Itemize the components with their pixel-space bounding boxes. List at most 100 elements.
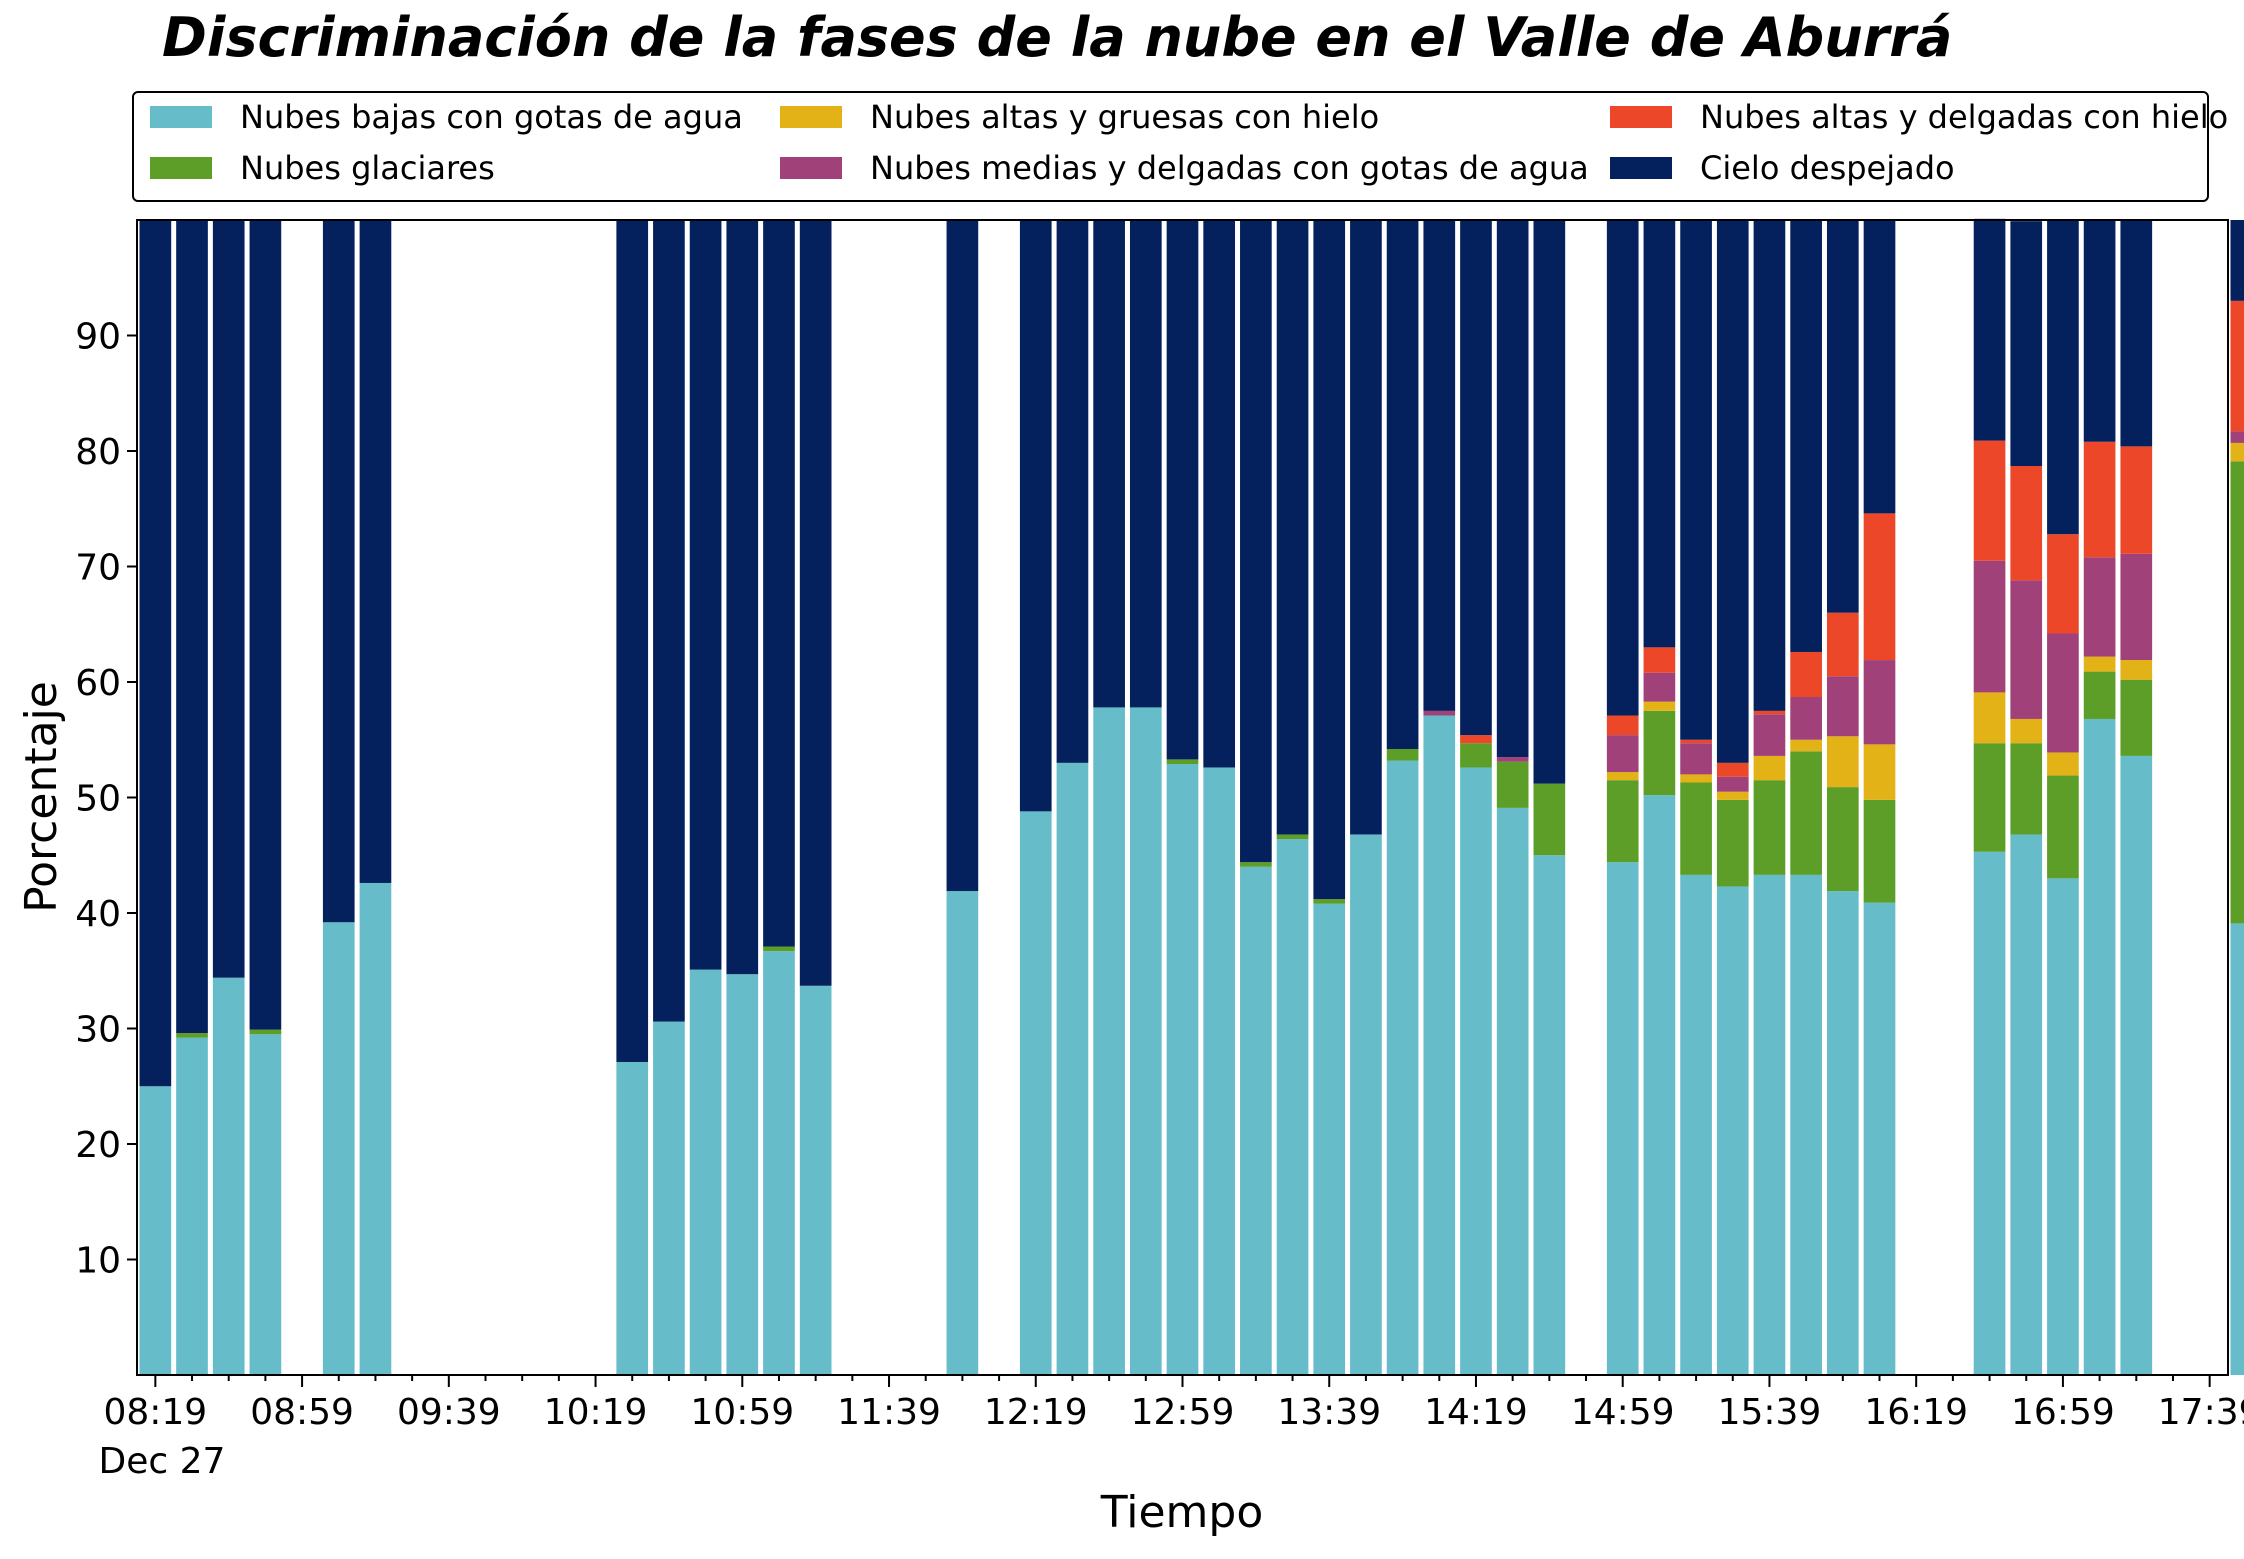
bar-segment [1753,220,1786,711]
bar-segment [2083,718,2116,1375]
bar-segment [799,220,832,986]
bar-segment [1973,851,2006,1375]
bar-segment [176,1033,208,1038]
bar-segment [763,951,795,1375]
bar-segment [1863,799,1896,903]
bar-segment [1753,714,1786,756]
bar-segment [1203,220,1236,768]
bar-segment [2047,878,2079,1375]
bar-segment [1753,710,1786,715]
bar-segment [1790,739,1822,752]
legend-swatch [1610,157,1672,179]
bar-segment [1680,220,1712,740]
bar-segment [1386,748,1419,761]
bar-segment [1313,899,1346,904]
bar-segment [2047,775,2079,879]
bar-segment [1019,220,1052,812]
bar-segment [653,220,685,1022]
bar-segment [2083,441,2116,558]
bar-segment [726,974,759,1375]
bar-segment [1863,220,1896,514]
bar-segment [1826,891,1859,1375]
bar-segment [946,891,979,1375]
bar-segment [249,1029,282,1035]
bar-segment [2120,755,2153,1375]
chart-title: Discriminación de la fases de la nube en… [162,6,1952,69]
bar-segment [1313,903,1346,1375]
bar-segment [2230,442,2244,462]
y-tick-label: 10 [75,1241,121,1282]
bar-segment [1350,220,1382,835]
bar-segment [1863,744,1896,800]
bar-segment [1826,736,1859,788]
bar-segment [1716,776,1749,792]
bar-segment [726,220,759,975]
y-axis: 10 20 30 40 50 60 70 80 90 [75,317,137,1282]
bar-segment [763,946,795,952]
bar-segment [1093,707,1125,1375]
bar-segment [1973,218,2006,441]
bar-segment [1496,220,1529,758]
bar-segment [1973,560,2006,693]
bar-segment [1276,839,1309,1375]
bar-segment [249,1034,282,1375]
x-tick-label: 11:39 [837,1392,941,1433]
x-tick-label: 16:19 [1864,1392,1968,1433]
legend-label: Cielo despejado [1700,149,1955,187]
bar-segment [1790,697,1822,740]
bar-segment [1056,220,1089,763]
y-tick-label: 70 [75,548,121,589]
bar-segment [1643,795,1676,1375]
bar-segment [1386,760,1419,1375]
bar-segment [1716,220,1749,763]
legend-label: Nubes glaciares [240,149,495,187]
x-axis-label: Tiempo [1100,1487,1264,1538]
bar-segment [1680,782,1712,875]
bar-segment [1166,759,1199,765]
bar-segment [1753,874,1786,1375]
y-tick-label: 40 [75,894,121,935]
bar-segment [1790,874,1822,1375]
bar-segment [1680,743,1712,775]
bar-segment [616,1061,649,1375]
bar-segment [1313,220,1346,900]
bar-segment [1129,220,1162,708]
bar-segment [689,220,722,970]
bar-segment [1460,767,1492,1375]
bar-segment [1460,743,1492,768]
bar-segment [1166,220,1199,760]
bar-segment [1056,762,1089,1375]
bar-segment [1276,220,1309,835]
bar-segment [1826,787,1859,892]
bar-segment [1240,220,1272,863]
bar-segment [1533,855,1566,1375]
bar-segment [1460,220,1492,736]
bar-segment [2120,553,2153,661]
bar-segment [1240,862,1272,867]
x-tick-label: 14:19 [1424,1392,1528,1433]
bar-segment [1533,783,1566,856]
legend-swatch [780,157,842,179]
bar-segment [2120,220,2153,447]
x-tick-label: 10:19 [544,1392,648,1433]
bar-segment [2047,752,2079,776]
bar-segment [1496,761,1529,808]
bar-segment [1716,791,1749,800]
bar-segment [2047,633,2079,753]
x-axis: 08:19 08:59 09:39 10:19 10:59 11:39 12:19 12:59… [103,1375,2244,1433]
bar-segment [2047,534,2079,634]
bar-segment [1606,715,1639,736]
bar-segment [2047,220,2079,535]
bar-segment [1606,862,1639,1375]
bar-segment [2230,923,2244,1375]
bar-segment [2010,834,2043,1375]
y-tick-label: 90 [75,317,121,358]
bar-segment [1680,739,1712,744]
bar-segment [1350,834,1382,1375]
bar-segment [1973,692,2006,744]
legend: Nubes bajas con gotas de agua Nubes glaci… [132,91,2228,202]
bar-segment [1423,710,1456,716]
bar-segment [1423,220,1456,711]
bar-segment [1643,647,1676,673]
